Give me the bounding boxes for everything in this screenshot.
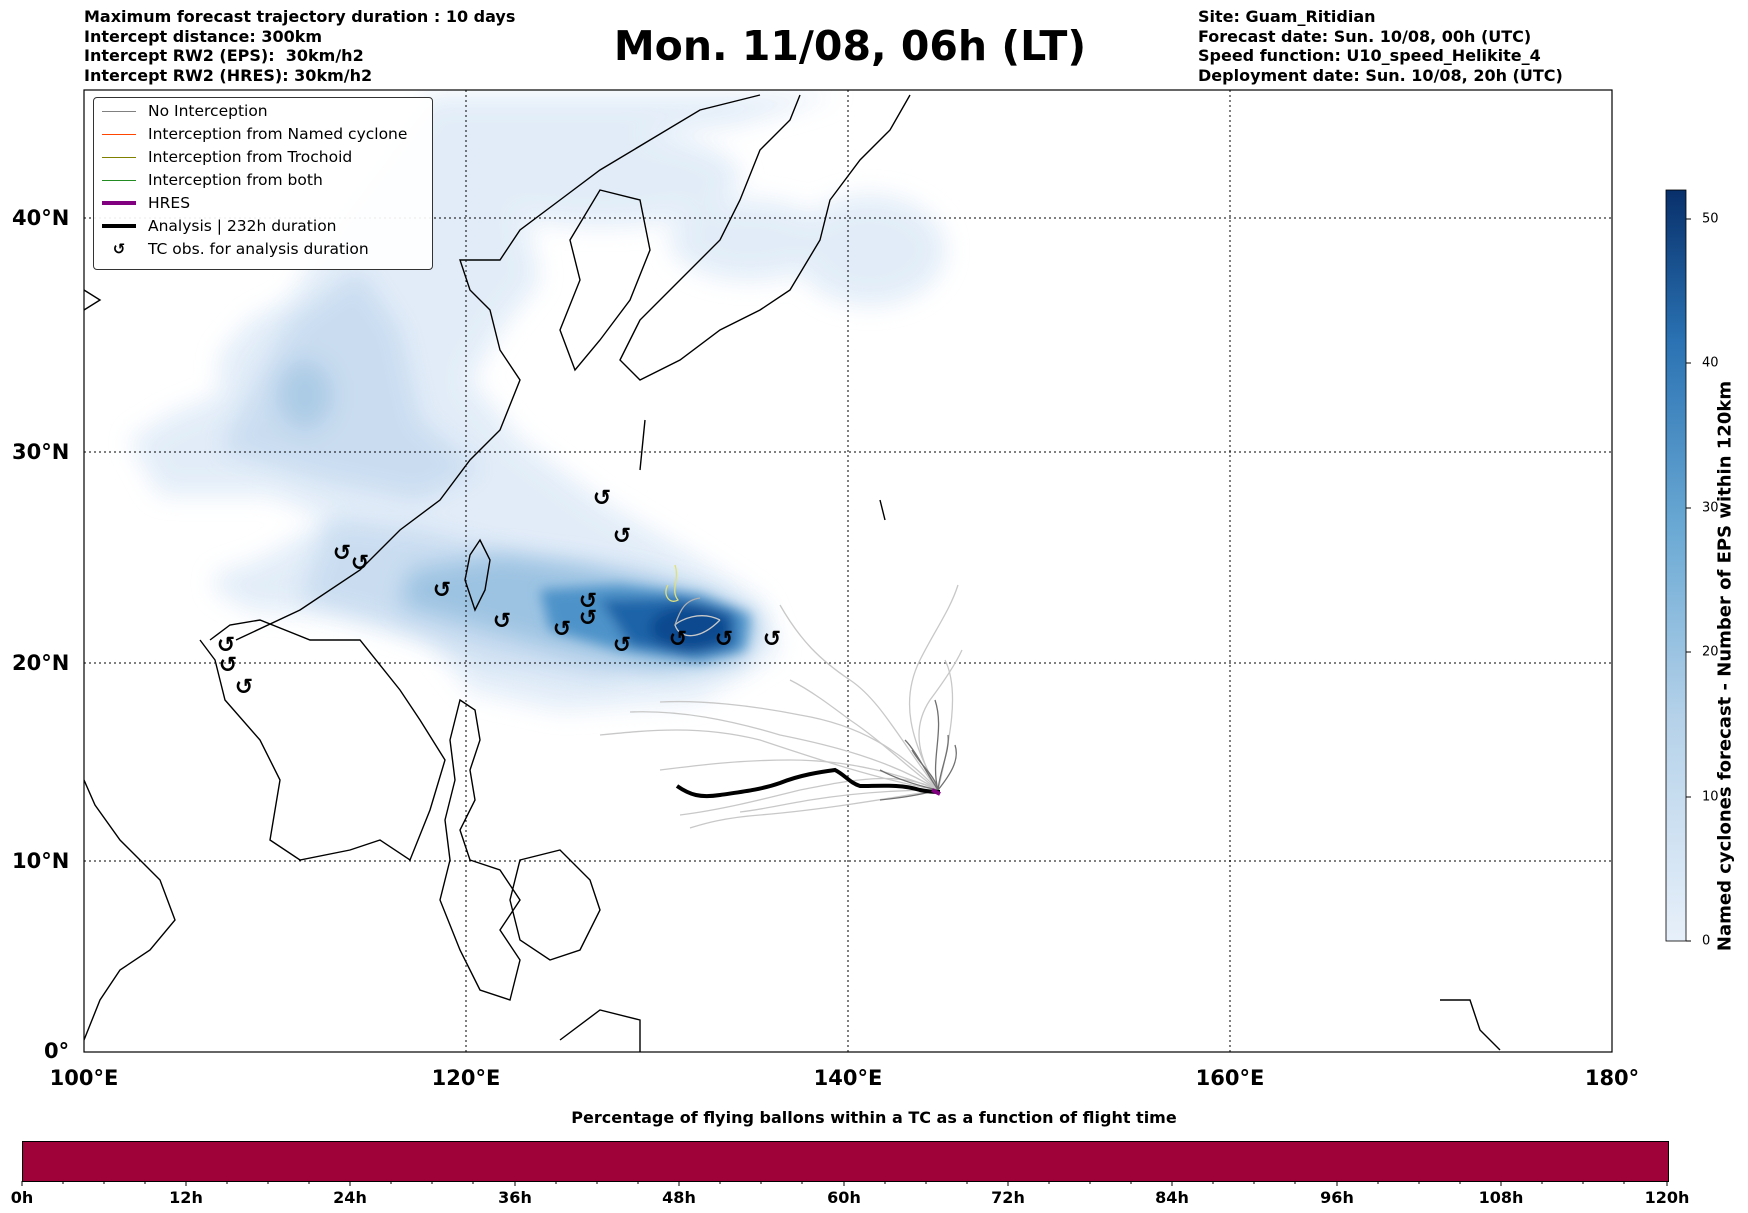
legend-swatch [102, 224, 136, 228]
header-right: Site: Guam_Ritidian Forecast date: Sun. … [1198, 7, 1563, 85]
progress-tick-label: 60h [827, 1188, 861, 1207]
colorbar-tick-label: 30 [1702, 500, 1719, 516]
tc-obs-icon: ↺ [763, 627, 781, 652]
colorbar-tick-label: 10 [1702, 789, 1719, 805]
progress-tick-label: 84h [1155, 1188, 1189, 1207]
colorbar-tick-label: 50 [1702, 211, 1719, 227]
progress-tick-label: 108h [1478, 1188, 1524, 1207]
header-left-line: Intercept RW2 (HRES): 30km/h2 [84, 65, 373, 85]
tc-obs-icon: ↺ [593, 486, 611, 511]
tc-obs-icon: ↺ [579, 606, 597, 631]
tc-obs-icon: ↺ [669, 627, 687, 652]
map-frame [83, 89, 1613, 1053]
tc-obs-icon: ↺ [219, 653, 237, 678]
tc-obs-icon: ↺ [433, 578, 451, 603]
header-left-line: Intercept RW2 (EPS): 30km/h2 [84, 46, 364, 65]
legend-label: Analysis | 232h duration [148, 217, 337, 235]
legend-label: Interception from Trochoid [148, 148, 353, 166]
analysis-track [675, 767, 941, 799]
legend-swatch [102, 157, 136, 158]
tc-obs-icon: ↺ [333, 541, 351, 566]
coastlines [84, 94, 1501, 1052]
colorbar-ticks [1686, 218, 1691, 942]
legend-swatch [102, 201, 136, 205]
colorbar-tick-label: 0 [1702, 933, 1711, 949]
lat-label: 30°N [12, 440, 70, 464]
tc-obs-icon: ↺ [613, 524, 631, 549]
tc-obs-icon: ↺ [351, 551, 369, 576]
legend-item: No Interception [94, 100, 268, 122]
tc-obs-icon: ↺ [112, 240, 126, 258]
lon-label: 180° [1584, 1066, 1640, 1090]
colorbar-tick-label: 20 [1702, 644, 1719, 660]
legend-label: Interception from Named cyclone [148, 125, 408, 143]
progress-tick-label: 120h [1644, 1188, 1690, 1207]
legend-swatch [102, 134, 136, 135]
header-right-line: Deployment date: Sun. 10/08, 20h (UTC) [1198, 65, 1563, 85]
legend-item: ↺ TC obs. for analysis duration [94, 238, 369, 260]
header-right-line: Site: Guam_Ritidian [1198, 7, 1376, 26]
lon-label: 100°E [49, 1066, 119, 1090]
legend-label: Interception from both [148, 171, 323, 189]
tc-obs-icon: ↺ [715, 627, 733, 652]
header-left-line: Intercept distance: 300km [84, 26, 323, 46]
trajectory-bundle [599, 564, 963, 829]
tc-obs-icon: ↺ [217, 633, 235, 658]
progress-tick-label: 24h [333, 1188, 367, 1207]
tc-obs-icon: ↺ [579, 589, 597, 614]
tc-obs-icon: ↺ [493, 609, 511, 634]
legend-item: Analysis | 232h duration [94, 215, 337, 237]
progress-tick-label: 12h [169, 1188, 203, 1207]
progress-tick-label: 96h [1320, 1188, 1354, 1207]
page-title: Mon. 11/08, 06h (LT) [613, 22, 1087, 70]
map-gridlines [84, 90, 1612, 1052]
lon-label: 140°E [813, 1066, 883, 1090]
colorbar-gradient [1665, 189, 1687, 942]
header-left: Maximum forecast trajectory duration : 1… [84, 7, 515, 85]
hres-track [931, 788, 941, 796]
tc-obs-icon: ↺ [235, 675, 253, 700]
header-right-line: Speed function: U10_speed_Helikite_4 [1198, 46, 1541, 65]
colorbar [1665, 189, 1691, 942]
colorbar-title: Named cyclones forecast - Number of EPS … [1714, 380, 1736, 952]
legend-item: Interception from Named cyclone [94, 123, 407, 145]
lat-label: 20°N [12, 651, 70, 675]
lon-label: 160°E [1195, 1066, 1265, 1090]
progress-tick-label: 0h [10, 1188, 34, 1207]
header-left-line: Maximum forecast trajectory duration : 1… [84, 7, 516, 26]
lat-label: 40°N [12, 206, 70, 230]
progress-tick-label: 48h [662, 1188, 696, 1207]
map-legend: No Interception Interception from Named … [93, 97, 433, 270]
tc-obs-icon: ↺ [613, 633, 631, 658]
legend-label: HRES [148, 194, 191, 212]
legend-item: HRES [94, 192, 190, 214]
legend-swatch [102, 180, 136, 181]
lat-label: 0° [44, 1039, 70, 1063]
legend-label: TC obs. for analysis duration [148, 240, 369, 258]
tc-obs-icon: ↺ [553, 617, 571, 642]
progress-bar [22, 1141, 1669, 1182]
colorbar-tick-label: 40 [1702, 355, 1719, 371]
legend-label: No Interception [148, 102, 268, 120]
legend-item: Interception from Trochoid [94, 146, 352, 168]
progress-tick-label: 36h [498, 1188, 532, 1207]
lat-label: 10°N [12, 849, 70, 873]
tc-observation-markers: ↺ ↺ ↺ ↺ ↺ ↺ ↺ ↺ ↺ ↺ ↺ ↺ ↺ ↺ ↺ ↺ [217, 486, 781, 700]
lon-label: 120°E [431, 1066, 501, 1090]
progress-tick-label: 72h [991, 1188, 1025, 1207]
header-right-line: Forecast date: Sun. 10/08, 00h (UTC) [1198, 26, 1532, 46]
legend-item: Interception from both [94, 169, 323, 191]
legend-swatch [102, 111, 136, 112]
progress-bar-title: Percentage of flying ballons within a TC… [571, 1108, 1177, 1127]
